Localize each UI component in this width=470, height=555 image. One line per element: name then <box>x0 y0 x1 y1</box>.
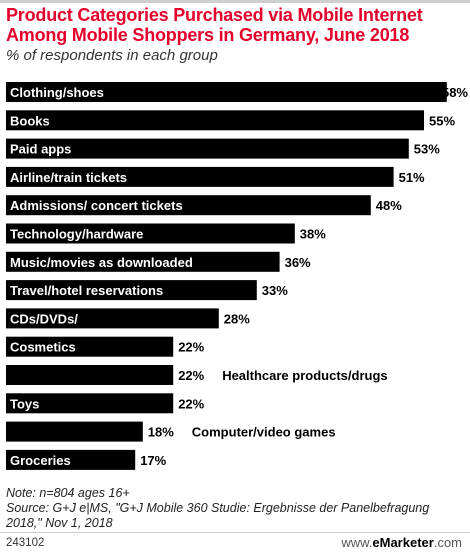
bar-books <box>6 110 424 131</box>
value-label-books: 55% <box>429 113 455 128</box>
category-label-paid-apps: Paid apps <box>10 142 71 157</box>
bar-row-travel-hotel-reservations: Travel/hotel reservations 33% <box>6 280 288 301</box>
value-label-toys: 22% <box>178 396 204 411</box>
category-label-cds-dvds: CDs/DVDs/ <box>10 311 78 326</box>
emarketer-logo[interactable]: www.eMarketer.com <box>341 535 462 550</box>
top-rule <box>0 0 470 3</box>
category-label-books: Books <box>10 113 50 128</box>
value-label-technology-hardware: 38% <box>300 227 326 242</box>
category-label-healthcare-products-drugs: Healthcare products/drugs <box>222 368 387 383</box>
category-label-toys: Toys <box>10 396 39 411</box>
value-label-groceries: 17% <box>140 453 166 468</box>
category-label-cosmetics: Cosmetics <box>10 340 76 355</box>
chart-note: Note: n=804 ages 16+ Source: G+J e|MS, "… <box>6 486 466 531</box>
bar-travel-hotel-reservations <box>6 280 257 301</box>
category-label-computer-video-games: Computer/video games <box>192 425 336 440</box>
value-label-cds-dvds: 28% <box>224 311 250 326</box>
note-source: Source: G+J e|MS, "G+J Mobile 360 Studie… <box>6 501 430 530</box>
bar-row-clothing-shoes: Clothing/shoes 58% <box>6 82 468 102</box>
bar-row-paid-apps: Paid apps 53% <box>6 138 440 159</box>
bar-paid-apps <box>6 138 409 159</box>
bar-row-groceries: Groceries 17% <box>6 449 167 470</box>
bar-toys <box>6 393 174 414</box>
chart-subtitle: % of respondents in each group <box>6 47 218 64</box>
brand-suffix: .com <box>433 535 462 550</box>
brand-name: eMarketer <box>372 535 434 550</box>
bar-row-books: Books 55% <box>6 110 455 131</box>
value-label-clothing-shoes: 58% <box>442 85 468 100</box>
brand-prefix: www. <box>341 535 373 550</box>
bar-music-movies-as-downloaded <box>6 251 280 272</box>
bar-computer-video-games <box>6 421 143 442</box>
value-label-paid-apps: 53% <box>414 142 440 157</box>
bar-row-music-movies-as-downloaded: Music/movies as downloaded 36% <box>6 251 311 272</box>
bar-row-cosmetics: Cosmetics 22% <box>6 336 205 357</box>
category-label-groceries: Groceries <box>10 453 71 468</box>
value-label-airline-train-tickets: 51% <box>399 170 425 185</box>
value-label-healthcare-products-drugs: 22% <box>178 368 204 383</box>
value-label-cosmetics: 22% <box>178 340 204 355</box>
category-label-clothing-shoes: Clothing/shoes <box>10 85 104 100</box>
bar-technology-hardware <box>6 223 295 244</box>
value-label-music-movies-as-downloaded: 36% <box>285 255 311 270</box>
category-label-airline-train-tickets: Airline/train tickets <box>10 170 127 185</box>
bar-chart: Clothing/shoes 58% Books 55% Paid apps 53% Air… <box>6 82 468 470</box>
bar-cds-dvds <box>6 308 219 329</box>
bar-healthcare-products-drugs <box>6 365 174 385</box>
footer-rule <box>0 532 470 533</box>
bar-row-airline-train-tickets: Airline/train tickets 51% <box>6 166 425 187</box>
bar-clothing-shoes <box>6 82 447 102</box>
value-label-admissions-concert-tickets: 48% <box>376 198 402 213</box>
chart-id: 243102 <box>6 537 45 549</box>
category-label-technology-hardware: Technology/hardware <box>10 227 143 242</box>
bar-cosmetics <box>6 336 174 357</box>
bar-groceries <box>6 449 136 470</box>
category-label-music-movies-as-downloaded: Music/movies as downloaded <box>10 255 193 270</box>
bar-row-toys: Toys 22% <box>6 393 205 414</box>
bar-row-healthcare-products-drugs: Healthcare products/drugs 22% <box>6 365 388 385</box>
note-sample: Note: n=804 ages 16+ <box>6 486 130 500</box>
category-label-travel-hotel-reservations: Travel/hotel reservations <box>10 283 163 298</box>
bar-row-computer-video-games: Computer/video games 18% <box>6 421 336 442</box>
bar-airline-train-tickets <box>6 166 394 187</box>
bar-row-technology-hardware: Technology/hardware 38% <box>6 223 326 244</box>
bar-admissions-concert-tickets <box>6 195 371 216</box>
value-label-travel-hotel-reservations: 33% <box>262 283 288 298</box>
chart-title: Product Categories Purchased via Mobile … <box>6 5 423 45</box>
category-label-admissions-concert-tickets: Admissions/ concert tickets <box>10 198 183 213</box>
bar-row-cds-dvds: CDs/DVDs/28% <box>6 308 250 329</box>
value-label-computer-video-games: 18% <box>148 425 174 440</box>
bar-row-admissions-concert-tickets: Admissions/ concert tickets 48% <box>6 195 402 216</box>
